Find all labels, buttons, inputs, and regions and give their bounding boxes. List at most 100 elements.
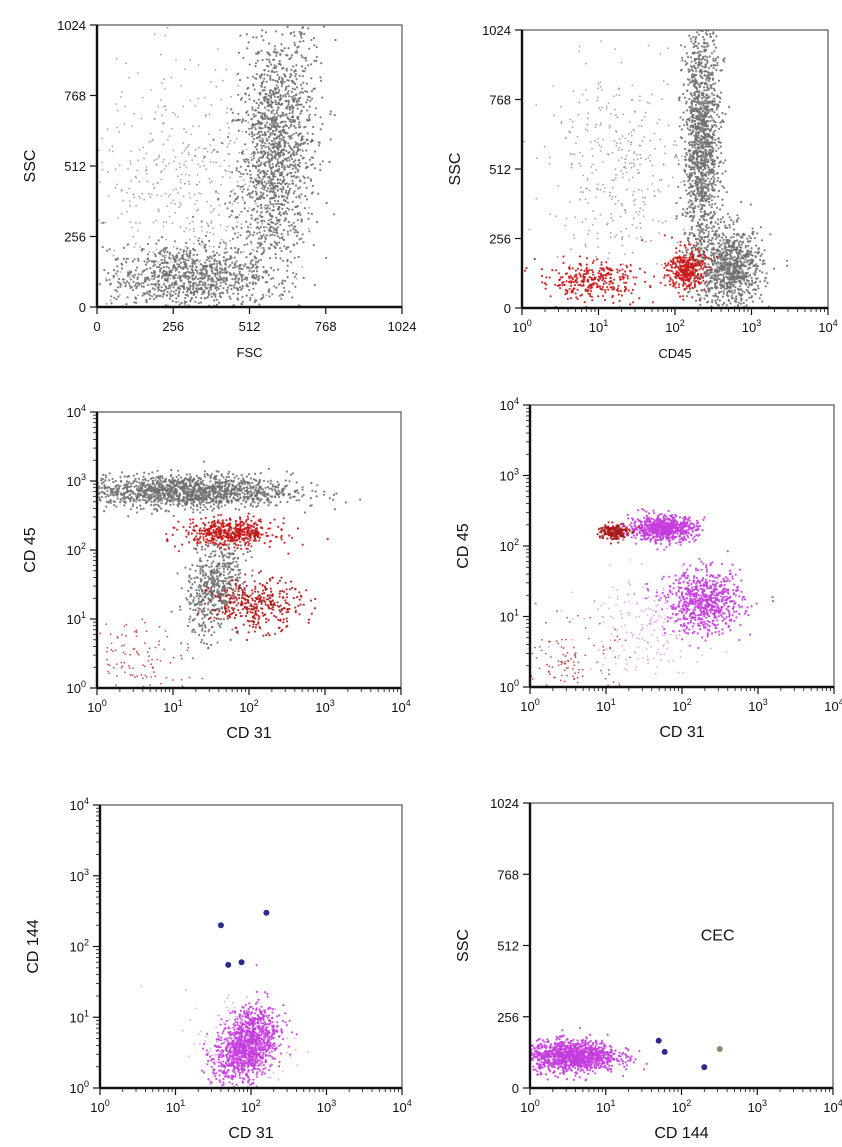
- data-point: [101, 168, 104, 171]
- data-point: [271, 183, 274, 186]
- data-point: [210, 180, 213, 183]
- data-point: [165, 165, 167, 167]
- data-point: [137, 72, 139, 74]
- data-point: [254, 277, 257, 280]
- data-point: [144, 280, 147, 283]
- data-point: [702, 14, 704, 16]
- data-point: [218, 261, 221, 264]
- data-point: [224, 282, 227, 286]
- data-point: [270, 221, 273, 224]
- data-point: [295, 176, 298, 179]
- data-point: [267, 179, 270, 182]
- data-point: [718, 273, 721, 276]
- data-point: [250, 270, 253, 273]
- data-point: [148, 259, 151, 262]
- data-point: [166, 261, 169, 264]
- data-point: [278, 59, 281, 63]
- data-point: [754, 277, 758, 280]
- data-point: [688, 231, 692, 234]
- data-point: [699, 103, 703, 106]
- data-point: [697, 93, 700, 97]
- data-point: [278, 142, 281, 145]
- data-point: [296, 51, 299, 54]
- data-point: [270, 214, 273, 217]
- data-point: [297, 168, 300, 172]
- data-point: [722, 120, 725, 124]
- data-point: [723, 57, 726, 60]
- data-point: [705, 183, 708, 186]
- data-point: [133, 310, 135, 312]
- data-point: [278, 182, 281, 185]
- data-point: [693, 110, 696, 113]
- data-point: [713, 89, 716, 92]
- data-point: [715, 149, 718, 152]
- data-point: [108, 248, 111, 251]
- data-point: [282, 187, 285, 190]
- data-point: [145, 300, 148, 303]
- data-point: [242, 251, 245, 253]
- data-point: [294, 159, 297, 162]
- data-point: [279, 174, 282, 177]
- data-point: [749, 253, 753, 256]
- data-point: [254, 190, 257, 193]
- data-point: [700, 115, 704, 118]
- data-point: [712, 131, 715, 134]
- data-point: [262, 233, 265, 237]
- data-point: [685, 251, 689, 254]
- data-point: [694, 195, 698, 198]
- data-point: [260, 144, 263, 147]
- data-point: [697, 108, 700, 111]
- data-point: [162, 143, 165, 146]
- data-point: [281, 181, 284, 184]
- data-point: [709, 155, 712, 158]
- data-point: [707, 200, 711, 204]
- data-point: [692, 246, 695, 249]
- data-point: [685, 52, 689, 55]
- data-point: [220, 238, 223, 241]
- data-point: [268, 212, 271, 215]
- data-point: [677, 185, 680, 188]
- data-point: [117, 295, 120, 298]
- data-point: [179, 166, 182, 168]
- data-point: [329, 113, 332, 116]
- data-point: [200, 297, 203, 300]
- data-point: [167, 304, 169, 306]
- data-point: [183, 163, 186, 166]
- data-point: [735, 295, 738, 298]
- data-point: [288, 57, 291, 61]
- data-point: [255, 101, 258, 105]
- data-point: [272, 175, 275, 178]
- data-point: [744, 246, 747, 249]
- data-point: [711, 126, 714, 129]
- data-point: [300, 139, 303, 142]
- data-point: [210, 222, 212, 225]
- data-point: [748, 274, 752, 277]
- data-point: [713, 189, 716, 192]
- data-point: [693, 151, 696, 154]
- data-point: [138, 195, 140, 198]
- data-point: [244, 276, 247, 279]
- data-point: [745, 304, 748, 307]
- data-point: [705, 6, 707, 8]
- data-point: [707, 183, 710, 187]
- data-point: [708, 136, 711, 139]
- data-point: [157, 279, 160, 282]
- data-point: [153, 159, 156, 162]
- data-point: [163, 168, 166, 170]
- data-point: [275, 286, 278, 289]
- data-point: [146, 258, 149, 261]
- data-point: [683, 96, 687, 99]
- data-point: [274, 129, 277, 132]
- data-point: [704, 128, 707, 131]
- data-point: [125, 316, 127, 318]
- data-point: [706, 195, 709, 198]
- data-point: [229, 258, 232, 261]
- data-point: [700, 210, 703, 213]
- data-point: [702, 57, 705, 60]
- data-point: [239, 34, 242, 37]
- data-point: [276, 178, 279, 181]
- data-point: [329, 110, 332, 113]
- data-point: [182, 291, 185, 294]
- data-point: [285, 212, 288, 216]
- data-point: [297, 187, 300, 190]
